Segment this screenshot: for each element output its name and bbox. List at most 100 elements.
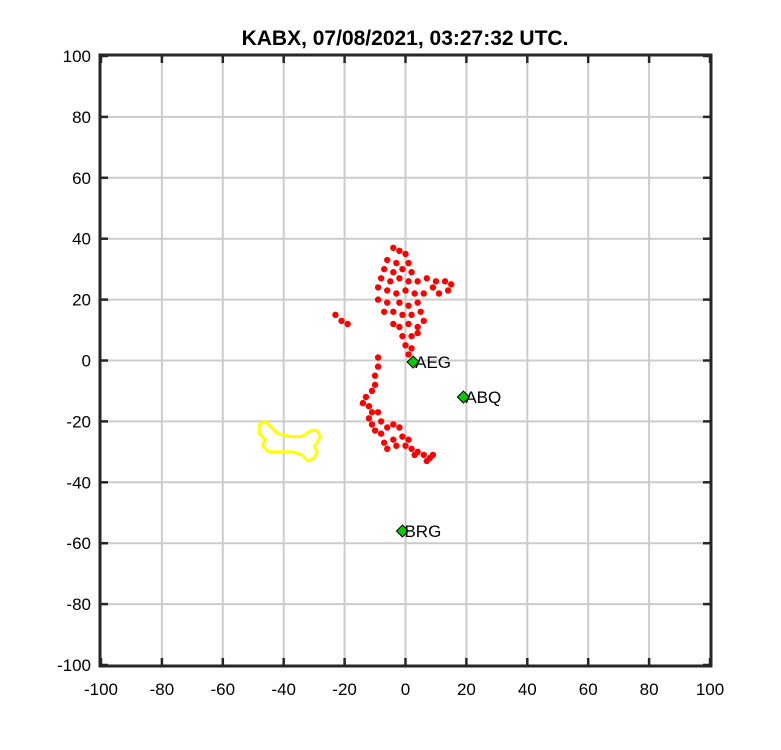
detection-point (393, 442, 400, 449)
detection-point (414, 329, 421, 337)
detection-point (374, 296, 382, 303)
detection-point (387, 278, 394, 285)
detection-point (393, 259, 400, 267)
detection-point (371, 381, 379, 389)
grid (101, 56, 710, 665)
detections-layer (332, 244, 455, 465)
detection-point (411, 290, 418, 297)
detection-point (390, 268, 397, 276)
y-tick-label: 100 (63, 47, 91, 66)
detection-point (338, 317, 345, 325)
x-tick-label: 40 (518, 680, 537, 699)
detection-point (396, 424, 403, 431)
detection-point (377, 418, 385, 425)
contour-layer (257, 419, 322, 463)
y-tick-label: -40 (66, 473, 91, 492)
detection-point (396, 299, 403, 306)
detection-point (396, 247, 403, 255)
detection-point (447, 281, 455, 288)
x-tick-label: -100 (84, 680, 118, 699)
detection-point (402, 250, 409, 258)
detection-point (393, 290, 400, 297)
detection-point (396, 323, 403, 331)
detection-point (380, 308, 388, 315)
station-label: ABQ (465, 388, 501, 407)
station-marker (456, 390, 471, 404)
detection-point (408, 345, 415, 352)
detection-point (390, 320, 397, 328)
detection-point (368, 387, 376, 395)
detection-point (384, 299, 391, 306)
chart-title: KABX, 07/08/2021, 03:27:32 UTC. (242, 27, 569, 50)
detection-point (380, 265, 388, 273)
detection-point (368, 409, 376, 416)
detection-point (332, 311, 339, 319)
detection-point (408, 311, 415, 319)
y-tick-label: 80 (72, 108, 91, 127)
y-tick-label: -80 (66, 595, 91, 614)
detection-point (402, 442, 409, 449)
y-tick-label: -100 (57, 656, 91, 675)
detection-point (402, 287, 409, 294)
x-tick-label: -80 (150, 680, 175, 699)
detection-point (380, 439, 388, 446)
detection-point (408, 332, 415, 340)
x-tick-label: -40 (271, 680, 296, 699)
detection-point (429, 284, 437, 291)
ticks (99, 54, 712, 667)
detection-point (405, 436, 412, 443)
detection-point (344, 320, 351, 328)
detection-point (417, 308, 424, 315)
x-tick-label: -60 (211, 680, 236, 699)
detection-point (384, 445, 391, 453)
detection-point (371, 372, 379, 379)
detection-point (414, 299, 421, 306)
detection-point (405, 259, 412, 267)
detection-point (399, 265, 406, 273)
detection-point (396, 275, 403, 282)
detection-point (359, 399, 367, 407)
detection-point (405, 278, 412, 285)
y-tick-label: -60 (66, 534, 91, 553)
detection-point (405, 302, 412, 309)
station-label: AEG (415, 353, 451, 372)
detection-point (371, 427, 379, 434)
detection-point (390, 436, 397, 443)
x-tick-label: -20 (332, 680, 357, 699)
detection-point (420, 451, 427, 459)
detection-point (414, 278, 421, 285)
y-tick-label: 0 (82, 352, 91, 371)
detection-point (377, 430, 385, 437)
detection-point (399, 433, 406, 440)
detection-point (444, 287, 452, 294)
detection-point (408, 268, 415, 276)
detection-point (441, 278, 449, 285)
x-tick-label: 80 (640, 680, 659, 699)
station-marker (395, 524, 410, 538)
detection-point (390, 421, 397, 428)
x-tick-label: 0 (401, 680, 410, 699)
station-marker (406, 355, 420, 369)
y-tick-labels: -100 -80 -60 -40 -20 0 20 40 60 80 100 (57, 47, 91, 675)
x-tick-label: 60 (579, 680, 598, 699)
detection-point (368, 421, 376, 428)
detection-point (414, 323, 421, 331)
detection-point (432, 278, 440, 285)
detection-point (384, 256, 391, 264)
detection-point (405, 351, 412, 358)
detection-point (390, 244, 397, 252)
detection-point (377, 275, 385, 282)
detection-point (423, 457, 431, 465)
detection-point (384, 424, 391, 431)
detection-point (365, 402, 373, 410)
detection-point (429, 451, 437, 459)
detection-point (405, 320, 412, 328)
detection-point (423, 275, 431, 282)
detection-point (362, 393, 370, 401)
x-tick-labels: -100 -80 -60 -40 -20 0 20 40 60 80 100 (84, 680, 724, 699)
detection-point (374, 409, 382, 416)
detection-point (408, 445, 415, 453)
axes-frame (98, 53, 713, 668)
